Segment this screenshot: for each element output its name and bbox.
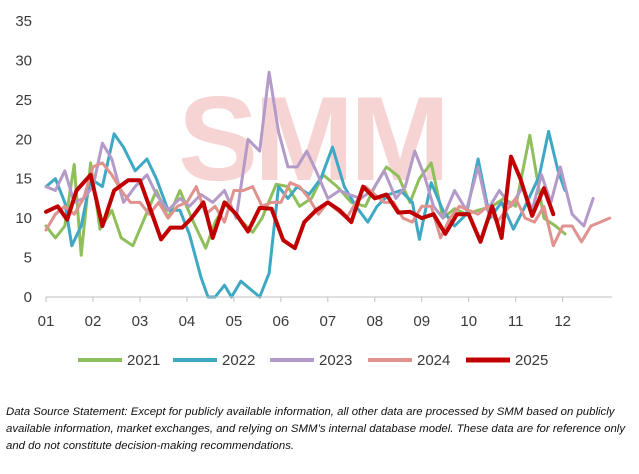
y-tick-label: 25	[15, 92, 32, 109]
series-lines	[44, 70, 612, 299]
legend-label-2021: 2021	[127, 352, 160, 369]
x-tick-label: 04	[179, 313, 196, 330]
y-tick-label: 10	[15, 210, 32, 227]
x-tick-label: 12	[554, 313, 571, 330]
legend-label-2023: 2023	[319, 352, 352, 369]
x-tick-label: 09	[413, 313, 430, 330]
y-tick-label: 5	[24, 250, 32, 267]
x-tick-label: 02	[85, 313, 102, 330]
x-tick-label: 01	[38, 313, 55, 330]
y-tick-label: 35	[15, 13, 32, 30]
x-tick-label: 05	[226, 313, 243, 330]
y-tick-label: 0	[24, 289, 32, 306]
data-source-statement: Data Source Statement: Except for public…	[6, 406, 626, 452]
y-tick-label: 20	[15, 131, 32, 148]
x-tick-label: 10	[460, 313, 477, 330]
x-tick-label: 03	[132, 313, 149, 330]
legend: 2021 2022 2023 2024 2025	[78, 352, 548, 369]
x-tick-label: 06	[273, 313, 290, 330]
legend-label-2022: 2022	[222, 352, 255, 369]
legend-label-2024: 2024	[417, 352, 450, 369]
x-tick-label: 08	[366, 313, 383, 330]
y-tick-label: 30	[15, 52, 32, 69]
legend-label-2025: 2025	[515, 352, 548, 369]
y-tick-label: 15	[15, 171, 32, 188]
series-line-2025	[44, 154, 556, 251]
x-tick-label: 07	[319, 313, 336, 330]
series-line-2023	[44, 70, 595, 228]
x-tick-label: 11	[508, 313, 524, 330]
